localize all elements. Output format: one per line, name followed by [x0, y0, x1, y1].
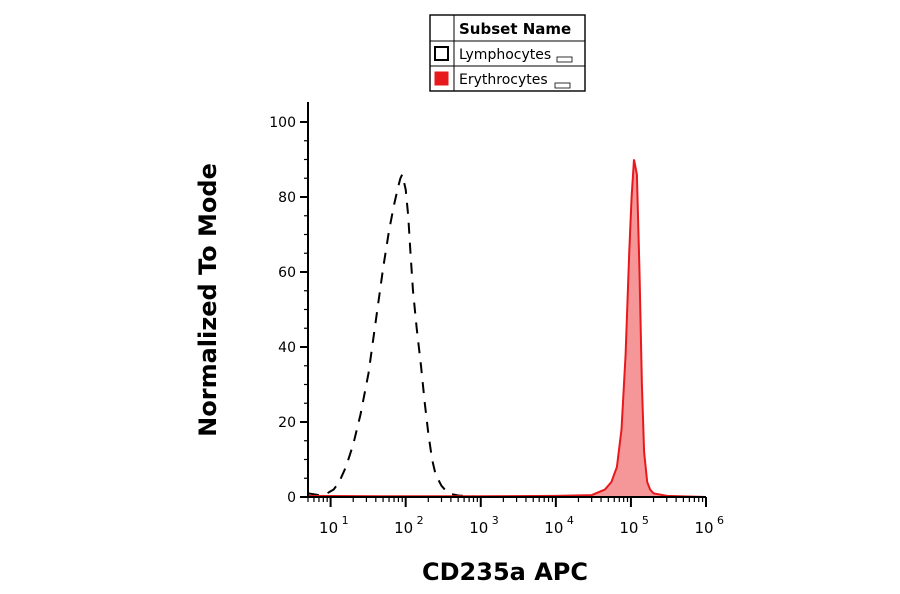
legend-color-box — [556, 56, 573, 63]
x-tick-label: 10 — [469, 519, 488, 537]
x-tick-exponent: 5 — [642, 514, 649, 527]
x-tick-label: 10 — [319, 519, 338, 537]
y-tick-label: 80 — [278, 190, 296, 206]
legend-header: Subset Name — [459, 20, 571, 38]
series-area-erythrocytes — [308, 159, 706, 497]
legend-swatch-erythrocytes — [434, 71, 449, 86]
x-axis-title: CD235a APC — [422, 558, 588, 586]
y-tick-label: 40 — [278, 340, 296, 356]
x-tick-exponent: 2 — [417, 514, 424, 527]
legend-entry-lymphocytes: Lymphocytes — [459, 47, 551, 63]
y-tick-label: 20 — [278, 415, 296, 431]
axes-layer: 0 20 40 60 80 100 10 1 10 2 10 3 10 4 10 5 10 6 — [269, 102, 724, 537]
x-tick-label: 10 — [619, 519, 638, 537]
y-tick-label: 0 — [287, 490, 296, 506]
x-tick-exponent: 1 — [342, 514, 349, 527]
series-line-lymphocytes — [307, 171, 706, 498]
y-tick-label: 100 — [269, 115, 296, 131]
legend-color-box — [554, 82, 571, 89]
legend-frame — [429, 14, 586, 92]
series-line-erythrocytes — [307, 159, 707, 498]
x-tick-label: 10 — [394, 519, 413, 537]
x-tick-exponent: 4 — [567, 514, 574, 527]
y-tick-label: 60 — [278, 265, 296, 281]
legend: Subset Name Lymphocytes Erythrocytes — [429, 14, 586, 92]
legend-entry-erythrocytes: Erythrocytes — [459, 72, 548, 88]
legend-swatch-lymphocytes — [434, 46, 449, 61]
y-axis-title: Normalized To Mode — [194, 163, 222, 437]
x-tick-exponent: 6 — [717, 514, 724, 527]
series-layer — [307, 159, 707, 498]
x-tick-label: 10 — [544, 519, 563, 537]
x-tick-label: 10 — [694, 519, 713, 537]
x-tick-exponent: 3 — [492, 514, 499, 527]
